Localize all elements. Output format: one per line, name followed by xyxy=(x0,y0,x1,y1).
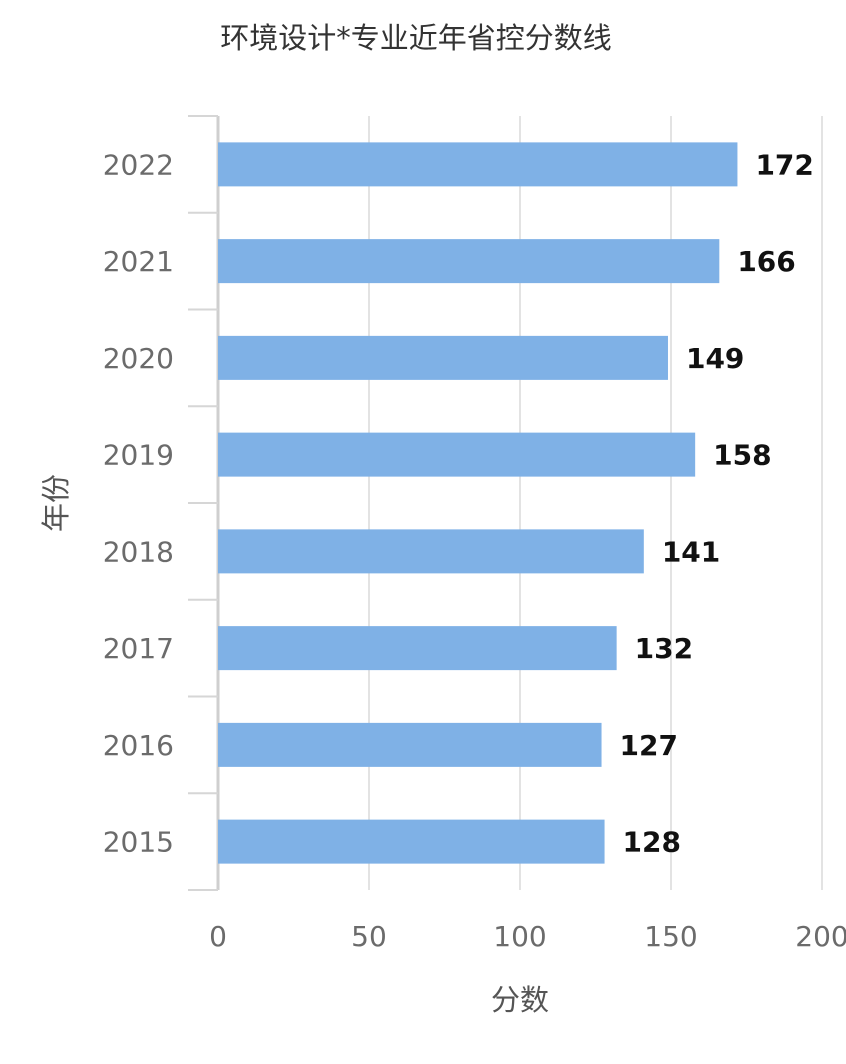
y-tick-label-2021: 2021 xyxy=(103,245,174,278)
x-tick-label-200: 200 xyxy=(795,920,846,953)
y-tick-label-2016: 2016 xyxy=(103,729,174,762)
data-label-2022: 172 xyxy=(755,148,813,181)
x-tick-label-150: 150 xyxy=(644,920,697,953)
y-axis-title: 年份 xyxy=(39,474,73,532)
axes xyxy=(188,115,220,891)
bar-2018 xyxy=(218,529,644,574)
y-tick-label-2022: 2022 xyxy=(103,148,174,181)
data-label-2015: 128 xyxy=(623,826,681,859)
data-labels: 172 166 149 158 141 132 127 128 xyxy=(620,148,814,858)
bar-2019 xyxy=(218,432,696,477)
y-tick-labels: 2022 2021 2020 2019 2018 2017 2016 2015 xyxy=(103,148,174,858)
y-tick-label-2018: 2018 xyxy=(103,535,174,568)
y-tick-label-2019: 2019 xyxy=(103,439,174,472)
x-tick-label-50: 50 xyxy=(351,920,387,953)
chart-title: 环境设计*专业近年省控分数线 xyxy=(220,21,612,55)
bar-2016 xyxy=(218,722,602,767)
data-label-2019: 158 xyxy=(713,439,771,472)
y-tick-label-2017: 2017 xyxy=(103,632,174,665)
x-tick-label-100: 100 xyxy=(493,920,546,953)
data-label-2021: 166 xyxy=(737,245,795,278)
bar-2015 xyxy=(218,819,605,864)
data-label-2017: 132 xyxy=(635,632,693,665)
data-label-2020: 149 xyxy=(686,342,744,375)
y-tick-label-2020: 2020 xyxy=(103,342,174,375)
bar-2021 xyxy=(218,239,720,284)
x-tick-label-0: 0 xyxy=(209,920,227,953)
grid-lines xyxy=(368,116,823,890)
x-axis-title: 分数 xyxy=(491,983,549,1017)
bar-2022 xyxy=(218,142,738,187)
bars xyxy=(218,142,738,864)
data-label-2016: 127 xyxy=(620,729,678,762)
bar-2020 xyxy=(218,335,668,380)
y-tick-label-2015: 2015 xyxy=(103,826,174,859)
data-label-2018: 141 xyxy=(662,535,720,568)
bar-2017 xyxy=(218,626,617,671)
x-tick-labels: 0 50 100 150 200 xyxy=(209,920,846,953)
